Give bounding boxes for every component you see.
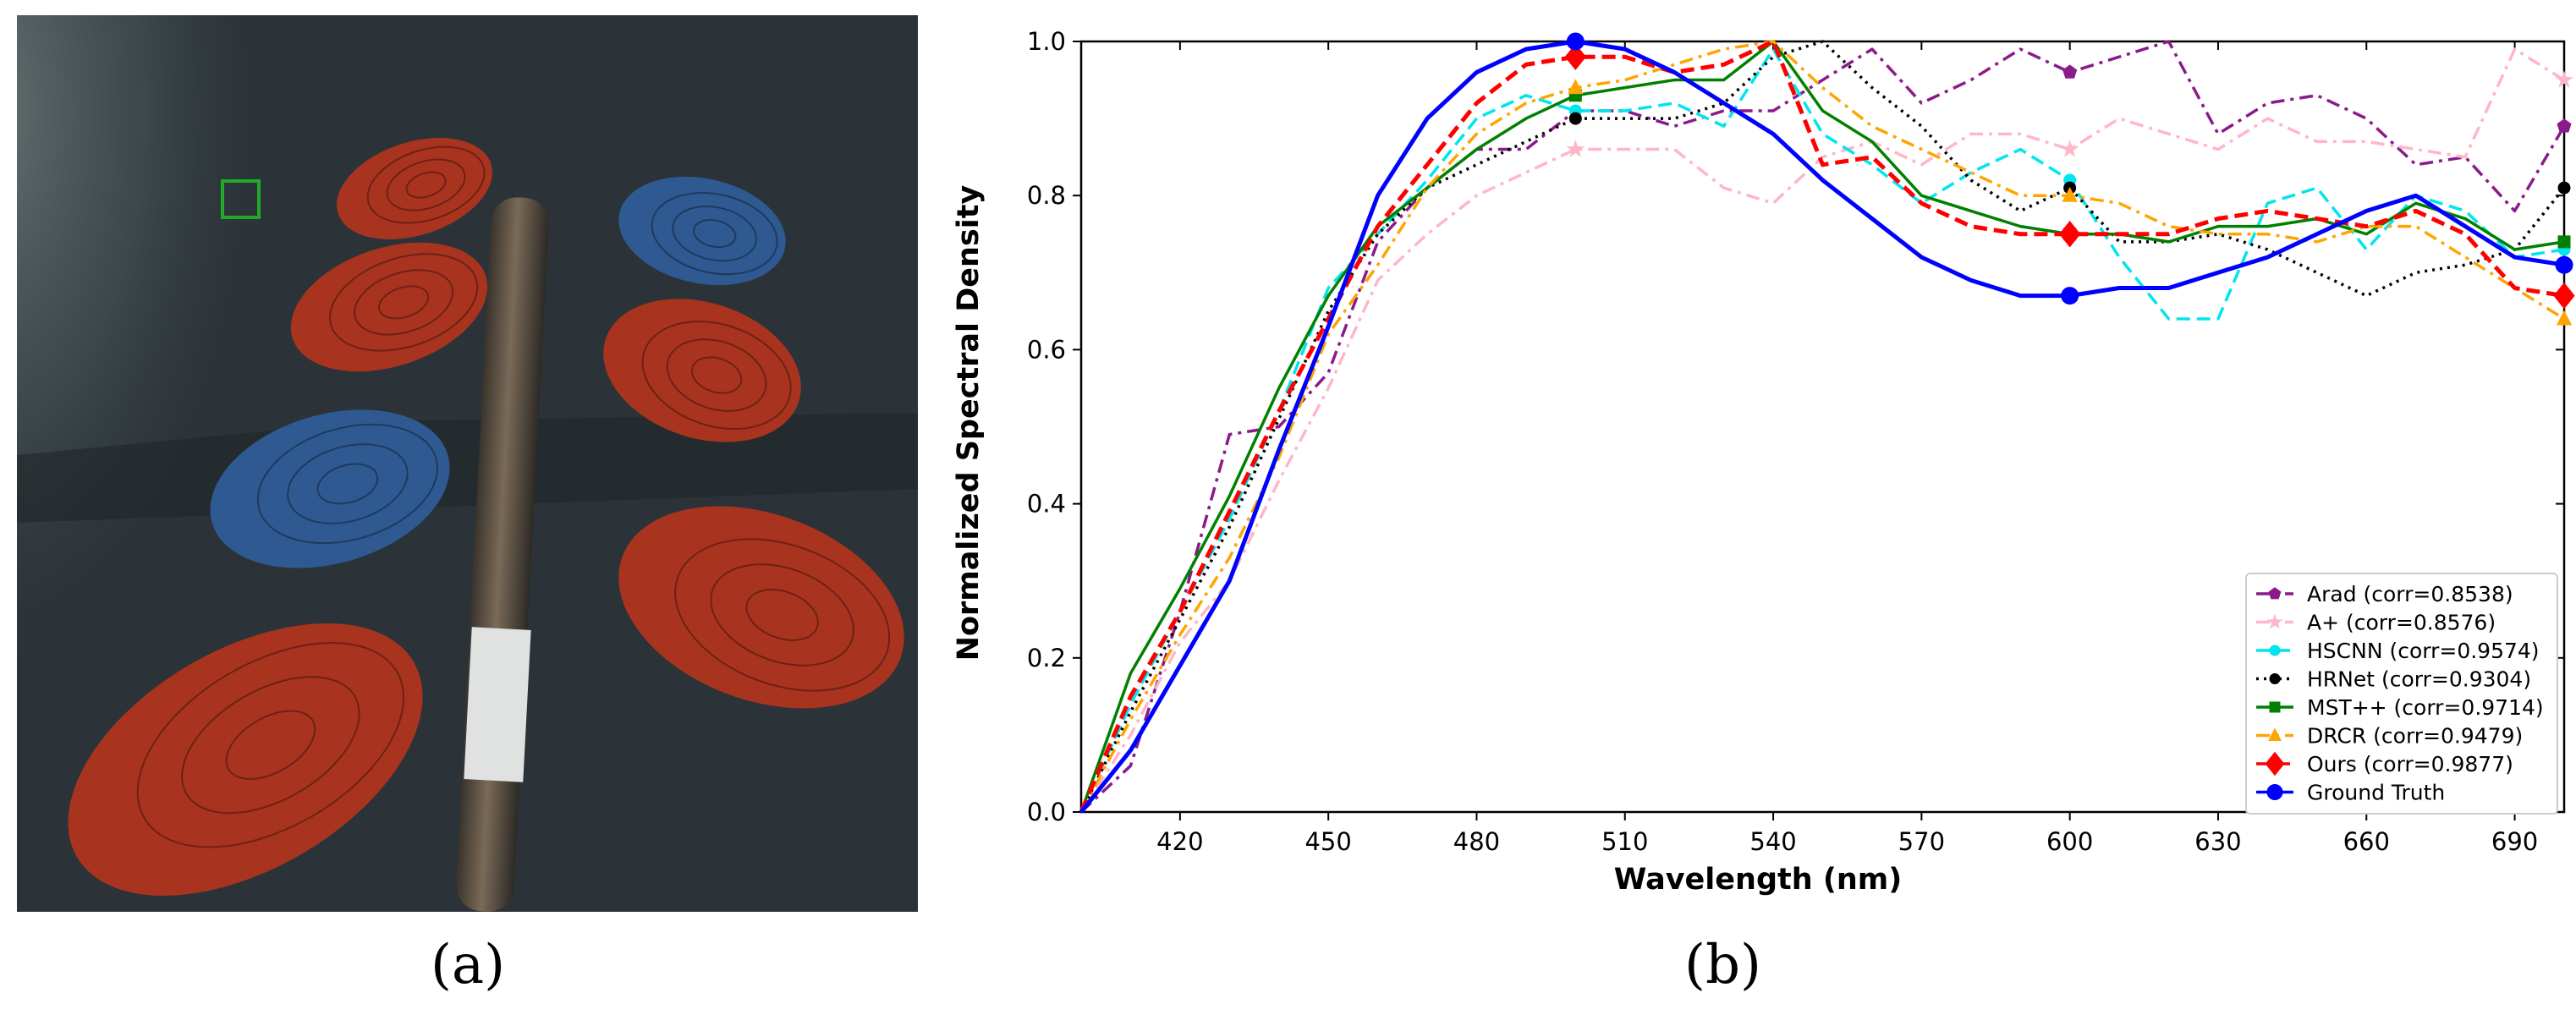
- series-line: [1079, 40, 2566, 813]
- legend-entry-label: HRNet (corr=0.9304): [2307, 667, 2531, 692]
- series-line: [1079, 40, 2565, 813]
- series-marker: [2553, 282, 2575, 310]
- playground-foot-steps-photo: [0, 0, 918, 912]
- series-arad: [1079, 40, 2572, 814]
- series-marker: [2266, 613, 2283, 629]
- series-line: [1079, 40, 2566, 814]
- series-marker: [2062, 64, 2078, 79]
- spectral-density-chart: 420 450 480 510 540 570 600 630 660 690 0.0 0.2 0.4 0…: [952, 27, 2575, 897]
- x-tick-label: 420: [1156, 827, 1203, 856]
- x-tick-label: 570: [1898, 827, 1945, 856]
- x-tick-label: 690: [2491, 827, 2538, 856]
- y-tick-label: 0.0: [1027, 798, 1066, 826]
- legend: Arad (corr=0.8538) A+ (corr=0.8576) HSCNN …: [2245, 573, 2558, 815]
- y-tick-label: 1.0: [1027, 27, 1066, 56]
- legend-box: [2245, 573, 2558, 815]
- legend-entry-label: A+ (corr=0.8576): [2307, 611, 2496, 635]
- series-marker: [1568, 112, 1582, 125]
- red-foot-step: [603, 299, 801, 442]
- blue-foot-step: [210, 409, 450, 568]
- series-marker: [2266, 784, 2283, 800]
- series-marker: [1566, 32, 1585, 51]
- series-marker: [2269, 673, 2281, 684]
- axes-frame: 420 450 480 510 540 570 600 630 660 690 0.0 0.2 0.4 0…: [1027, 27, 2566, 856]
- legend-entry-label: MST++ (corr=0.9714): [2307, 695, 2544, 720]
- pole-label-sticker: [464, 627, 531, 782]
- x-tick-label: 540: [1749, 827, 1796, 856]
- y-axis-label: Normalized Spectral Density: [952, 184, 986, 661]
- series-line: [1079, 47, 2565, 813]
- legend-entry-label: Ours (corr=0.9877): [2307, 752, 2513, 776]
- panel-a-label: (a): [431, 934, 506, 996]
- series-layer: [1079, 32, 2575, 814]
- series-marker: [2555, 70, 2573, 88]
- series-a-: [1079, 47, 2573, 813]
- series-marker: [2556, 310, 2573, 326]
- x-tick-label: 450: [1304, 827, 1351, 856]
- series-marker: [2267, 727, 2282, 741]
- series-marker: [2557, 118, 2572, 133]
- sunlight-patch: [0, 0, 440, 793]
- series-marker: [2060, 140, 2079, 157]
- series-marker: [2268, 587, 2282, 600]
- chart-panel: 420 450 480 510 540 570 600 630 660 690 0.0 0.2 0.4 0…: [947, 0, 2576, 1012]
- legend-entry-label: Arad (corr=0.8538): [2307, 582, 2513, 606]
- series-marker: [2269, 645, 2281, 656]
- foot-steps-group: [68, 138, 904, 896]
- series-line: [1079, 47, 2565, 813]
- legend-entry-label: DRCR (corr=0.9479): [2307, 724, 2523, 749]
- x-tick-label: 480: [1453, 827, 1500, 856]
- y-tick-label: 0.2: [1027, 644, 1066, 672]
- selected-pixel-marker: [221, 179, 261, 219]
- series-marker: [2557, 235, 2571, 249]
- series-ground: [1079, 32, 2573, 814]
- x-axis-label: Wavelength (nm): [1614, 863, 1902, 897]
- series-marker: [2557, 181, 2571, 195]
- x-tick-label: 630: [2194, 827, 2241, 856]
- red-foot-step: [68, 623, 423, 896]
- series-marker: [2265, 751, 2285, 776]
- series-line: [1079, 39, 2565, 813]
- series-marker: [1568, 79, 1584, 95]
- red-foot-step: [337, 138, 492, 239]
- series-marker: [1566, 140, 1585, 157]
- blue-foot-step: [618, 176, 786, 286]
- y-tick-label: 0.4: [1027, 490, 1066, 518]
- x-tick-label: 660: [2343, 827, 2390, 856]
- photo-panel: [0, 0, 918, 912]
- series-marker: [2059, 220, 2081, 248]
- series-drcr: [1079, 40, 2573, 813]
- legend-entry-label: Ground Truth: [2307, 781, 2445, 805]
- red-foot-step: [618, 506, 904, 709]
- y-tick-label: 0.6: [1027, 335, 1066, 364]
- series-marker: [2061, 287, 2079, 305]
- series-marker: [2062, 187, 2078, 202]
- series-line: [1079, 39, 2565, 814]
- series-ours: [1079, 39, 2575, 813]
- series-marker: [2269, 701, 2281, 713]
- y-tick-label: 0.8: [1027, 181, 1066, 210]
- series-marker: [1564, 43, 1586, 71]
- series-marker: [2555, 255, 2573, 274]
- x-tick-label: 600: [2046, 827, 2093, 856]
- legend-entry-label: HSCNN (corr=0.9574): [2307, 639, 2540, 663]
- x-tick-label: 510: [1601, 827, 1648, 856]
- panel-b-label: (b): [1684, 934, 1761, 996]
- red-foot-step: [290, 242, 488, 372]
